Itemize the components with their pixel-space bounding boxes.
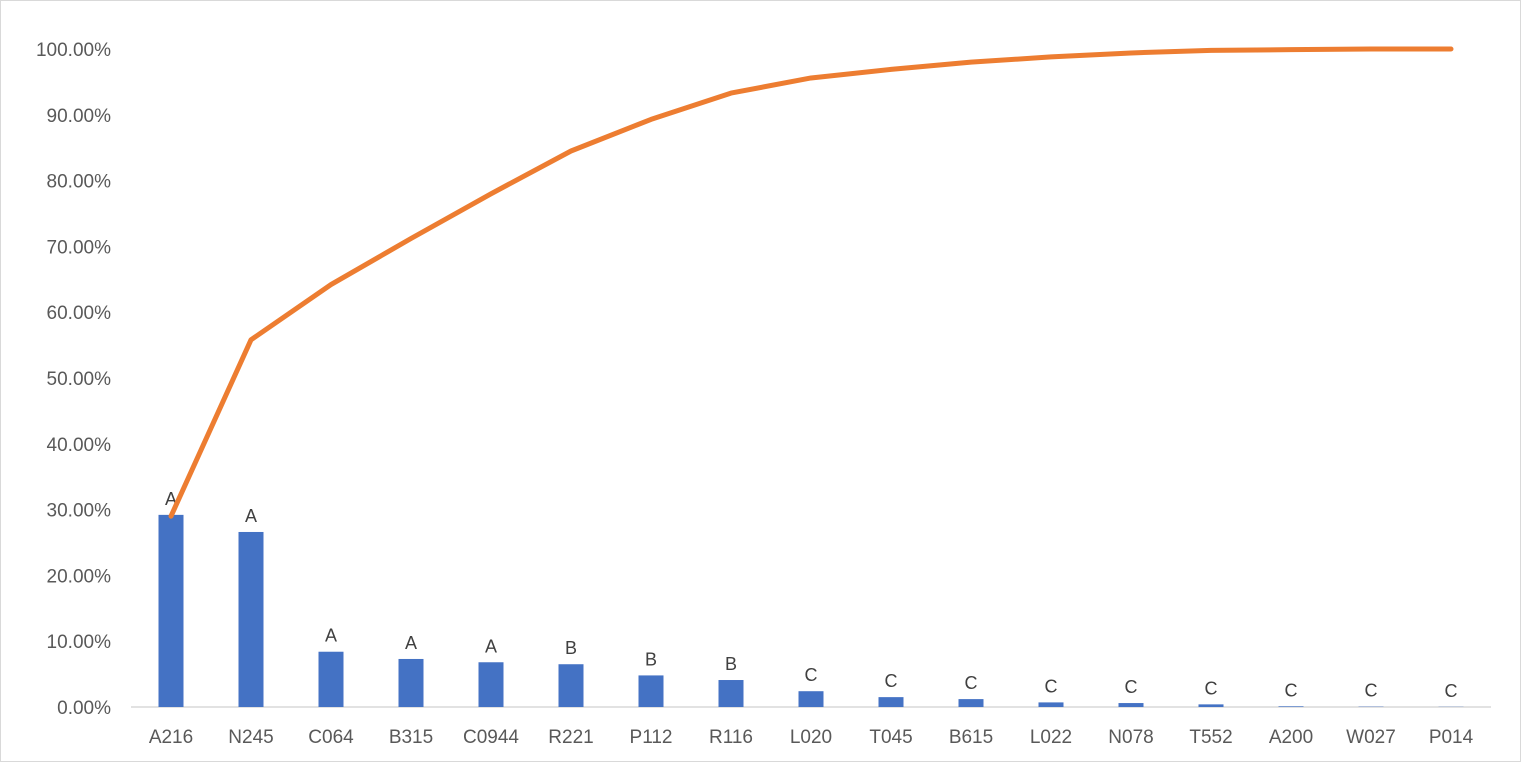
x-tick-label: B615 bbox=[949, 727, 993, 748]
x-tick-label: C0944 bbox=[463, 727, 519, 748]
y-tick-label: 70.00% bbox=[47, 237, 112, 258]
y-tick-label: 60.00% bbox=[47, 303, 112, 324]
cumulative-line bbox=[168, 46, 1454, 519]
y-axis-ticks: 0.00% 10.00% 20.00% 30.00% 40.00% 50.00% 60.00… bbox=[36, 40, 111, 719]
x-tick-label: L022 bbox=[1030, 727, 1072, 748]
x-tick-label: L020 bbox=[790, 727, 832, 748]
bar bbox=[958, 699, 984, 707]
x-tick-label: R221 bbox=[548, 727, 593, 748]
bar-data-label: C bbox=[805, 665, 818, 685]
x-tick-label: C064 bbox=[308, 727, 354, 748]
y-tick-label: 80.00% bbox=[47, 172, 112, 193]
y-tick-label: 50.00% bbox=[47, 369, 112, 390]
bar bbox=[238, 531, 264, 707]
x-tick-label: A216 bbox=[149, 727, 193, 748]
y-tick-label: 30.00% bbox=[47, 501, 112, 522]
bar-data-label: A bbox=[245, 506, 257, 526]
bar bbox=[318, 651, 344, 707]
bar-data-label: C bbox=[1045, 676, 1058, 696]
bar-data-label: A bbox=[325, 626, 337, 646]
x-tick-label: A200 bbox=[1269, 727, 1313, 748]
x-tick-label: T045 bbox=[869, 727, 912, 748]
bar-data-label: C bbox=[1205, 678, 1218, 698]
bar-data-label: A bbox=[485, 636, 497, 656]
bar-series bbox=[158, 514, 1464, 707]
x-tick-label: N245 bbox=[228, 727, 273, 748]
x-tick-label: P014 bbox=[1429, 727, 1474, 748]
bar-data-label: B bbox=[725, 654, 737, 674]
y-tick-label: 100.00% bbox=[36, 40, 111, 61]
bar bbox=[638, 675, 664, 707]
bar bbox=[558, 664, 584, 707]
y-tick-label: 0.00% bbox=[57, 698, 111, 719]
bar bbox=[1118, 703, 1144, 707]
bar bbox=[158, 514, 184, 707]
bar-data-label: C bbox=[965, 673, 978, 693]
bar-data-label: A bbox=[405, 633, 417, 653]
bar-data-label: C bbox=[885, 671, 898, 691]
x-tick-label: T552 bbox=[1189, 727, 1232, 748]
bar bbox=[1038, 702, 1064, 707]
bar bbox=[1278, 706, 1304, 707]
bar bbox=[478, 662, 504, 707]
bar-data-label: C bbox=[1285, 680, 1298, 700]
x-tick-label: W027 bbox=[1346, 727, 1396, 748]
bar bbox=[398, 658, 424, 707]
bar-data-label: C bbox=[1445, 681, 1458, 701]
x-tick-label: B315 bbox=[389, 727, 433, 748]
bar bbox=[798, 691, 824, 707]
bar-data-labels: AAA A A BB BC C C C C C C C C bbox=[165, 489, 1458, 701]
y-tick-label: 90.00% bbox=[47, 106, 112, 127]
y-tick-label: 10.00% bbox=[47, 632, 112, 653]
y-tick-label: 20.00% bbox=[47, 566, 112, 587]
x-tick-label: R116 bbox=[709, 727, 753, 748]
bar-data-label: B bbox=[565, 638, 577, 658]
bar-data-label: B bbox=[645, 649, 657, 669]
bar bbox=[1198, 704, 1224, 707]
y-tick-label: 40.00% bbox=[47, 435, 112, 456]
bar-data-label: C bbox=[1365, 681, 1378, 701]
x-tick-label: N078 bbox=[1108, 727, 1153, 748]
bar bbox=[878, 697, 904, 707]
x-tick-label: P112 bbox=[630, 727, 673, 748]
bar bbox=[718, 680, 744, 707]
bar-data-label: C bbox=[1125, 677, 1138, 697]
x-axis-categories: A216 N245 C064 B315 C0944 R221 P112 R116 L020 T04… bbox=[149, 727, 1474, 748]
